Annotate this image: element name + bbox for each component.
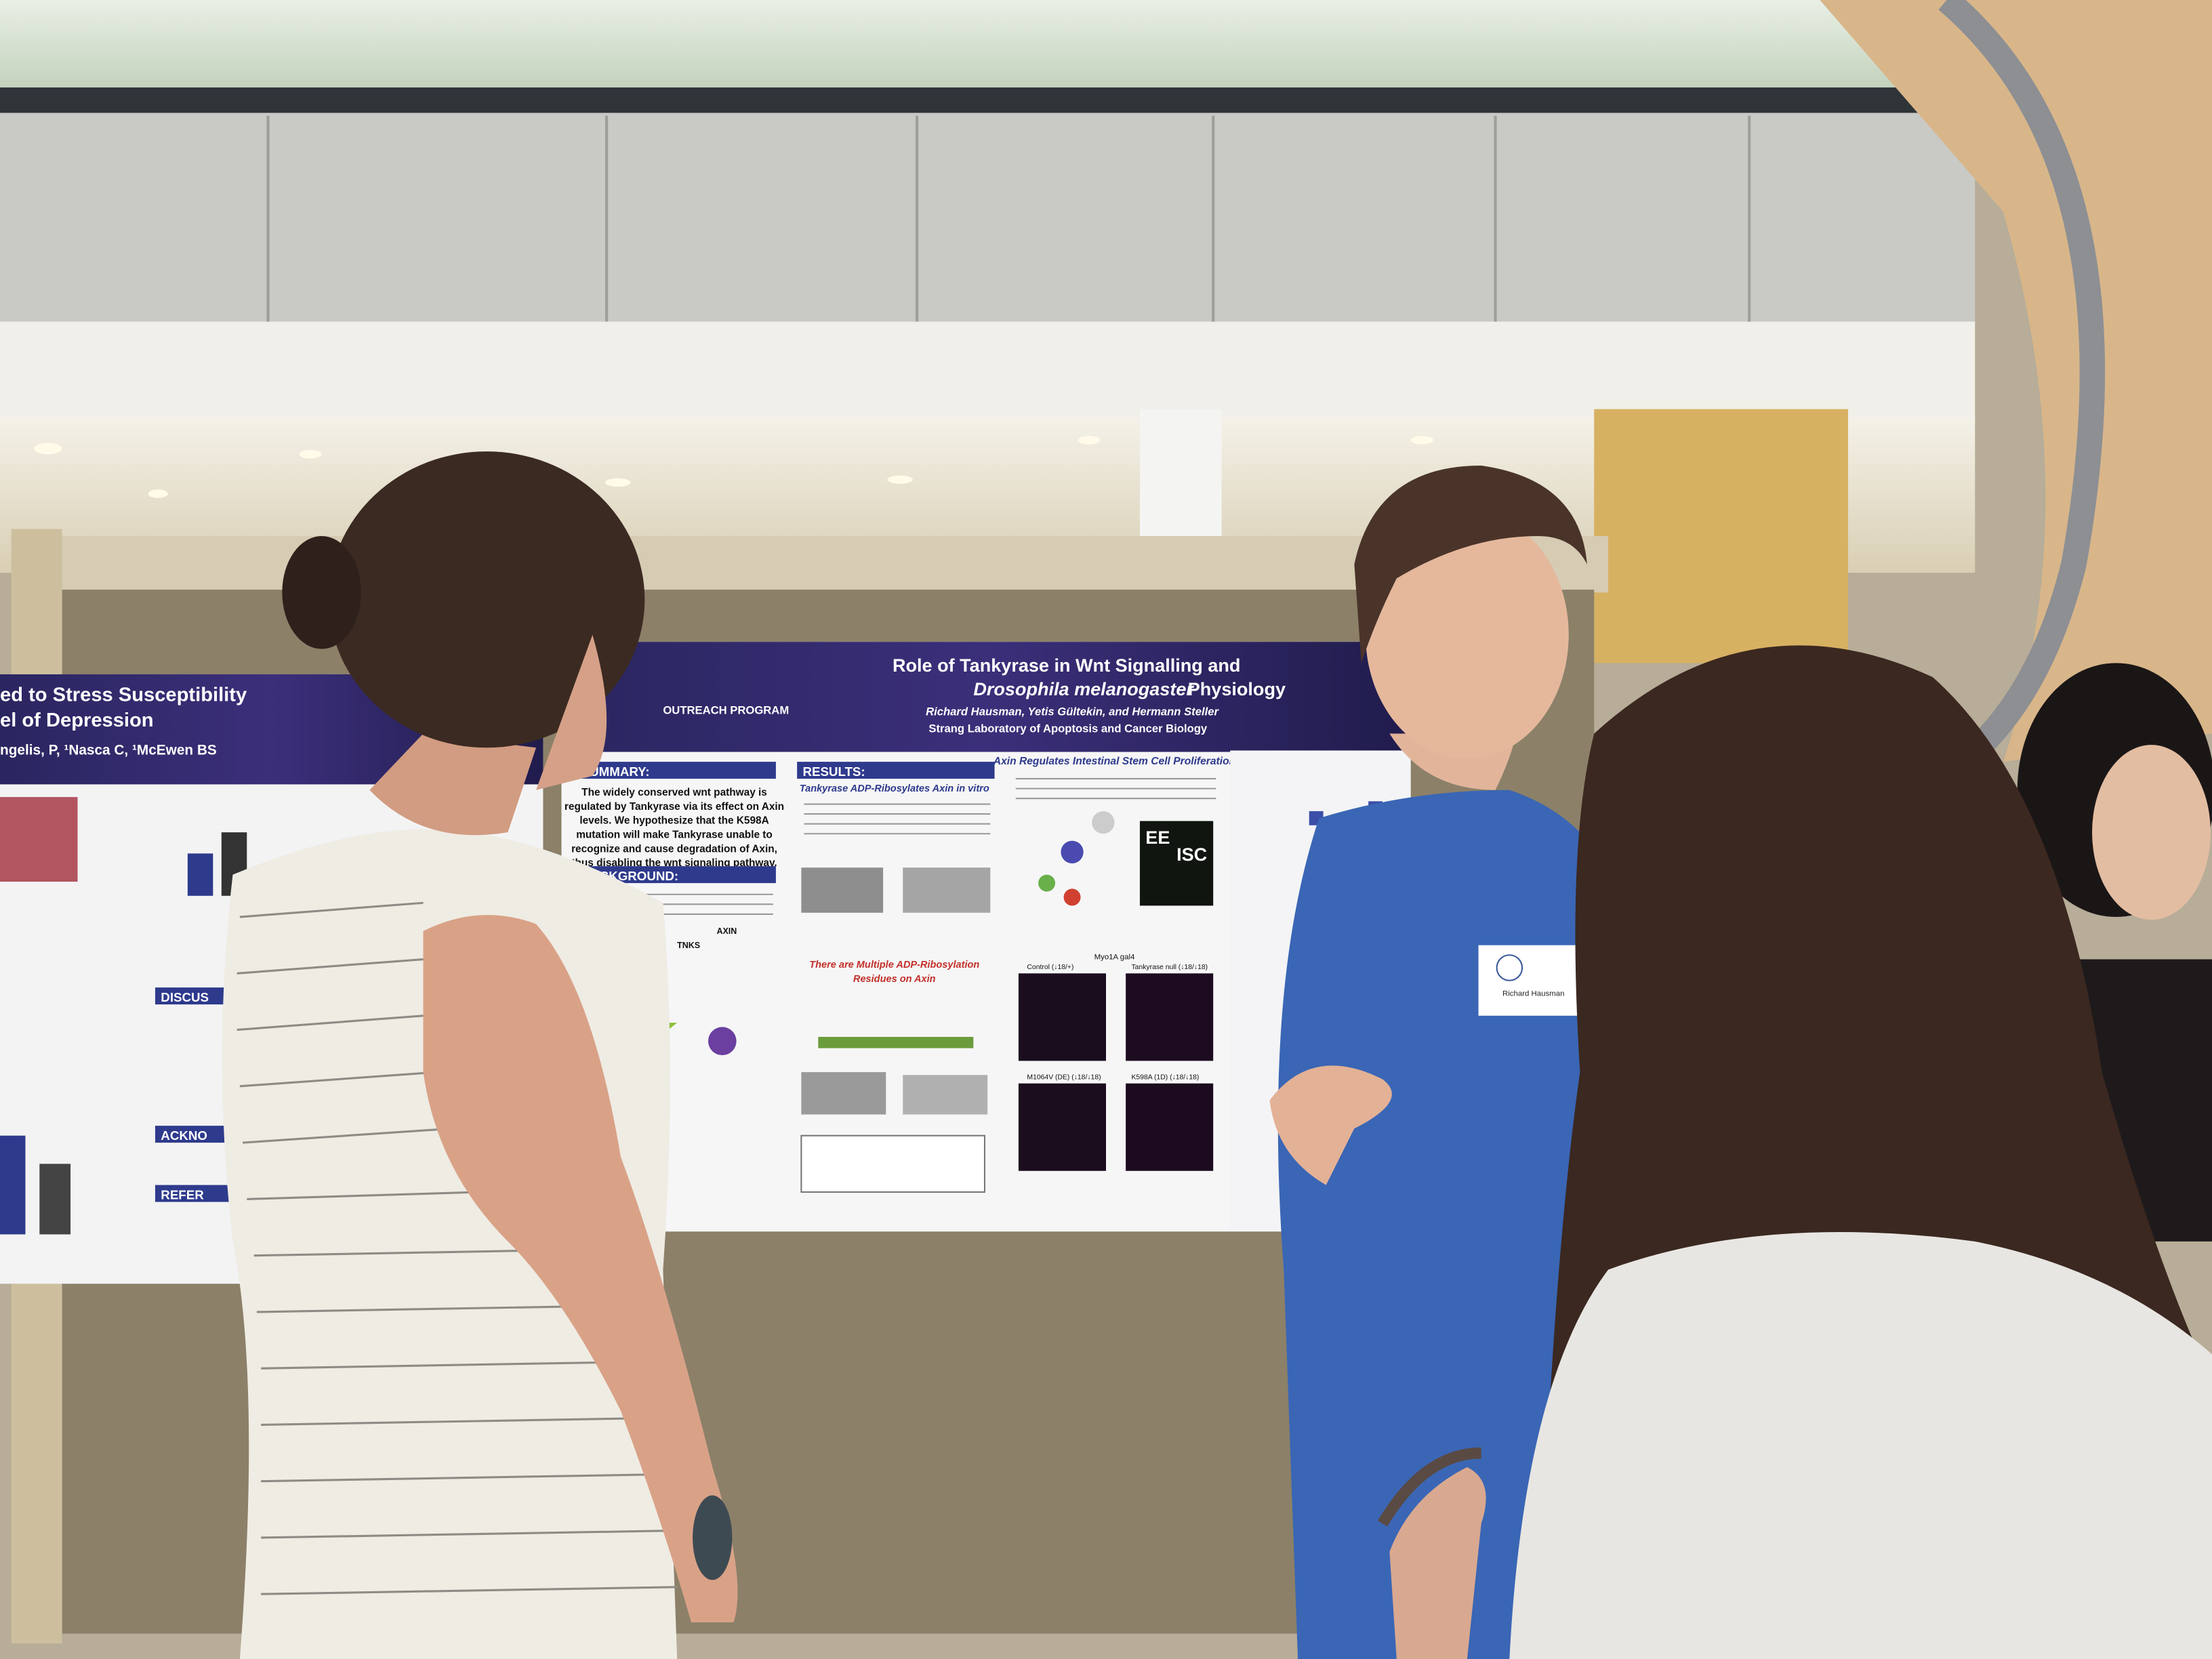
diagram-label: TNKS [677,941,700,950]
staircase [1820,0,2212,762]
summary-line: The widely conserved wnt pathway is [581,787,767,798]
cell-diagram [1063,888,1081,906]
subheading: There are Multiple ADP-Ribosylation [809,960,979,970]
left-title-1: ed to Stress Susceptibility [0,684,247,706]
poster-title-2b: Physiology [1188,679,1286,699]
diagram-shape [708,1027,737,1056]
panel-label: Control (↓18/+) [1027,964,1073,971]
section-heading: SUMMARY: [581,764,650,779]
subheading: Axin Regulates Intestinal Stem Cell Prol… [993,756,1235,767]
subheading: Tankyrase ADP-Ribosylates Axin in vitro [800,783,989,794]
panel-label: M1064V (DE) (↓18/↓18) [1027,1073,1101,1081]
main-poster-header [561,642,1411,752]
man-hand [1269,1065,1392,1185]
micrograph-label: EE [1145,827,1170,848]
poster-lab: Strang Laboratory of Apoptosis and Cance… [928,722,1208,735]
badge-name: Richard Hausman [1502,990,1565,998]
man-hair [1354,465,1587,663]
poster-title-2a: Drosophila melanogaster [973,679,1194,699]
subheading: Residues on Axin [853,974,936,985]
woman-neck [369,733,537,836]
man-face [1366,510,1569,759]
domain-bar [818,1037,974,1048]
stair-rail [1912,0,2106,802]
left-section: DISCUS [161,990,209,1004]
micrograph [1126,973,1214,1061]
woman-arm [423,915,738,1622]
micrograph-label: ISC [1176,844,1207,865]
left-section: REFER [161,1187,204,1202]
text-lines [804,803,991,835]
poster-authors: Richard Hausman, Yetis Gültekin, and Her… [926,705,1219,718]
beam [0,87,1975,116]
micrograph [1139,821,1214,906]
wall-wood [1594,409,1848,663]
name-badge [1478,945,1589,1016]
left-bar-chart [39,1164,71,1235]
summary-line: levels. We hypothesize that the K598A [579,815,769,827]
left-figure [0,797,78,882]
left-authors: ngelis, P, ¹Nasca C, ¹McEwen BS [0,743,217,758]
cell-diagram [1092,811,1115,834]
diagram-label: AXIN [716,926,737,936]
section-bar [575,762,776,779]
summary-line: thus disabling the wnt signaling pathway… [571,857,777,869]
program-name: OUTREACH PROGRAM [663,703,789,716]
micrograph [1018,1083,1106,1171]
dress-stripes [237,901,678,1595]
section-bar [797,762,995,779]
poster-title-1: Role of Tankyrase in Wnt Signalling and [893,655,1240,676]
text-lines [1015,778,1216,800]
ceiling-lights [33,436,1433,498]
left-section: ACKNO [161,1128,207,1143]
hair-bun [282,536,361,649]
panel-joints [266,115,1751,325]
blot-image [903,1075,988,1115]
badge-logo [1496,954,1523,981]
cell-diagram [1038,874,1056,892]
micrograph [1018,973,1106,1061]
table [800,1134,986,1193]
board-frame [14,536,1609,593]
phone [1377,1447,1481,1527]
summary-line: regulated by Tankyrase via its effect on… [565,801,784,813]
summary: The widely conserved wnt pathway is regu… [565,787,784,869]
foreground-hand [1389,1467,1486,1659]
section-heading: RESULTS: [802,764,865,779]
tattoo [693,1495,733,1580]
cell-diagram [1061,840,1084,863]
micrograph [1126,1083,1214,1171]
left-bar-chart [187,853,213,896]
left-bar-chart [0,1135,26,1235]
ceiling-edge [0,321,1975,421]
panel-label: Myo1A gal4 [1094,954,1135,962]
left-title-2: el of Depression [0,710,154,731]
blot-image [903,867,991,913]
blot-image [801,1072,886,1115]
blot-image [801,867,884,913]
woman-hair [329,451,645,748]
summary-line: recognize and cause degradation of Axin, [571,843,777,855]
foreground-shirt [1509,1231,2212,1659]
girl-face [2092,745,2211,920]
panel-label: Tankyrase null (↓18/↓18) [1131,964,1208,971]
woman-face [536,634,607,790]
concrete-band [0,112,1975,325]
summary-line: mutation will make Tankyrase unable to [576,829,773,840]
panel-label: K598A (1D) (↓18/↓18) [1131,1073,1199,1081]
